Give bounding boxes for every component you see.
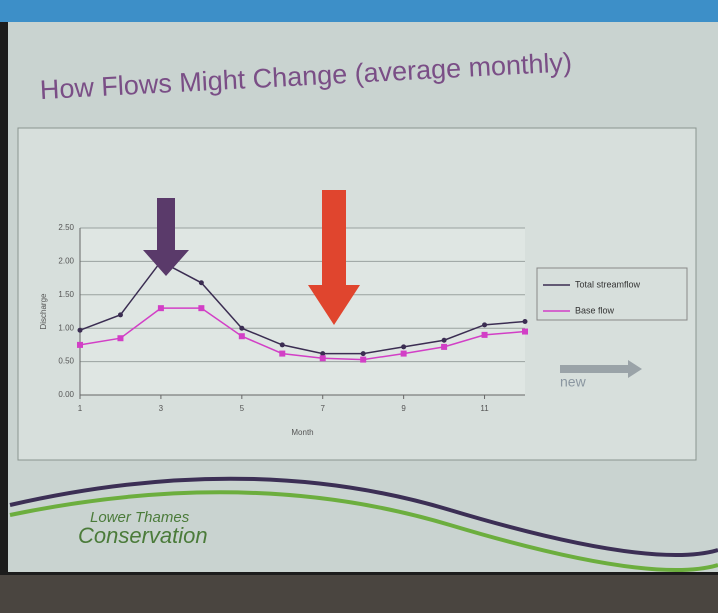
point bbox=[198, 305, 204, 311]
annotation: new bbox=[560, 374, 587, 390]
point bbox=[239, 333, 245, 339]
y-tick-label: 0.50 bbox=[58, 357, 74, 366]
point bbox=[441, 344, 447, 350]
y-axis-label: Discharge bbox=[39, 293, 48, 330]
point bbox=[482, 322, 487, 327]
point bbox=[442, 338, 447, 343]
point bbox=[117, 335, 123, 341]
legend-label: Base flow bbox=[575, 305, 615, 315]
y-tick-label: 2.50 bbox=[58, 223, 74, 232]
point bbox=[199, 280, 204, 285]
y-tick-label: 1.00 bbox=[58, 323, 74, 332]
slide-photo: How Flows Might Change (average monthly)… bbox=[0, 0, 718, 613]
point bbox=[239, 326, 244, 331]
y-tick-label: 2.00 bbox=[58, 257, 74, 266]
point bbox=[280, 342, 285, 347]
y-tick-label: 0.00 bbox=[58, 390, 74, 399]
legend-label: Total streamflow bbox=[575, 279, 641, 289]
logo-text: Conservation bbox=[78, 523, 208, 548]
point bbox=[320, 355, 326, 361]
page: How Flows Might Change (average monthly)… bbox=[0, 0, 718, 613]
point bbox=[522, 329, 528, 335]
y-tick-label: 1.50 bbox=[58, 290, 74, 299]
point bbox=[78, 328, 83, 333]
x-tick-label: 9 bbox=[401, 404, 406, 413]
point bbox=[401, 351, 407, 357]
point bbox=[482, 332, 488, 338]
x-axis-label: Month bbox=[291, 428, 313, 437]
point bbox=[279, 351, 285, 357]
x-tick-label: 7 bbox=[321, 404, 326, 413]
x-tick-label: 11 bbox=[480, 404, 489, 413]
floor bbox=[0, 575, 718, 613]
point bbox=[523, 319, 528, 324]
point bbox=[401, 344, 406, 349]
point bbox=[361, 351, 366, 356]
x-tick-label: 3 bbox=[159, 404, 164, 413]
x-tick-label: 1 bbox=[78, 404, 83, 413]
point bbox=[158, 305, 164, 311]
point bbox=[118, 312, 123, 317]
top-band bbox=[0, 0, 718, 22]
point bbox=[360, 357, 366, 363]
point bbox=[77, 342, 83, 348]
x-tick-label: 5 bbox=[240, 404, 245, 413]
